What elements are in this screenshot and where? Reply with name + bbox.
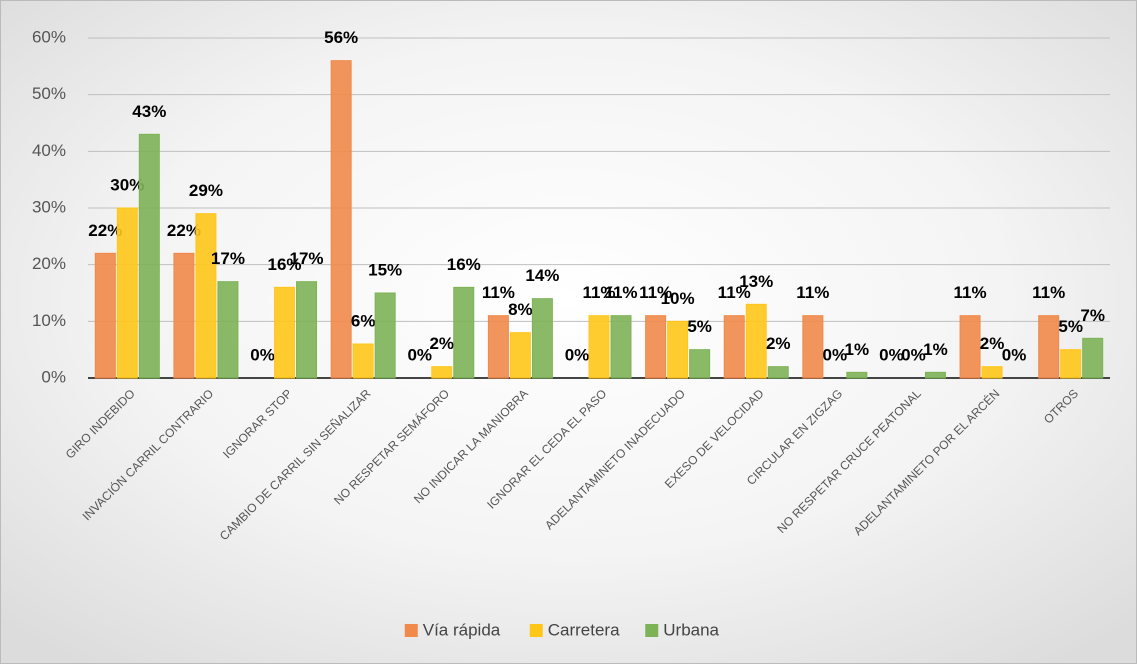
data-label: 30% [110,175,144,194]
data-label: 0% [565,345,590,364]
data-label: 22% [167,221,201,240]
bar [610,315,632,379]
bar [1038,315,1060,379]
bar [374,292,396,379]
data-label: 0% [879,345,904,364]
data-label: 1% [845,340,870,359]
bar [330,60,352,379]
data-label: 2% [980,334,1005,353]
data-label: 0% [1002,345,1027,364]
data-label: 29% [189,181,223,200]
data-label: 11% [639,283,672,302]
bar [274,286,296,379]
data-label: 11% [954,283,987,302]
bar [138,133,160,379]
bar [116,207,138,379]
data-label: 16% [268,255,302,274]
y-tick-label: 10% [32,311,66,330]
data-label: 17% [290,249,324,268]
data-label: 10% [661,289,695,308]
data-label: 11% [796,283,829,302]
bar [431,366,453,379]
data-label: 43% [132,102,166,121]
bar [453,286,475,379]
legend-swatch [645,624,659,637]
data-label: 13% [739,272,773,291]
bar [1060,349,1082,379]
data-label: 15% [368,260,402,279]
data-label: 5% [687,317,712,336]
bar [94,252,116,379]
bar [667,320,689,379]
y-tick-label: 40% [32,141,66,160]
bar [723,315,745,379]
bar [487,315,509,379]
y-tick-label: 30% [32,197,66,216]
data-label: 22% [88,221,122,240]
data-label: 6% [351,311,376,330]
data-label: 17% [211,249,245,268]
bar [217,281,239,379]
data-label: 11% [1032,283,1065,302]
bar [767,366,789,379]
data-label: 11% [482,283,515,302]
data-label: 56% [324,28,358,47]
bar [924,371,946,379]
bar [959,315,981,379]
bar [296,281,318,379]
data-label: 2% [429,334,454,353]
y-tick-label: 20% [32,254,66,273]
data-label: 8% [508,300,533,319]
bar [802,315,824,379]
bar [588,315,610,379]
legend-swatch [404,624,418,637]
legend-label: Urbana [663,620,719,639]
legend-label: Carretera [548,620,620,639]
y-tick-label: 0% [41,367,66,386]
data-label: 0% [407,345,432,364]
bar [352,343,374,379]
data-label: 16% [447,255,481,274]
data-label: 11% [718,283,751,302]
data-label: 11% [604,283,637,302]
data-label: 0% [823,345,848,364]
bar [531,298,553,379]
bar [173,252,195,379]
data-label: 11% [582,283,615,302]
data-label: 1% [923,340,948,359]
bar [509,332,531,379]
data-label: 14% [525,266,559,285]
data-label: 0% [250,345,275,364]
bar [689,349,711,379]
bar [1082,337,1104,379]
y-tick-label: 60% [32,27,66,46]
bar [195,213,217,379]
legend-label: Vía rápida [423,620,501,639]
legend-swatch [529,624,543,637]
bar [745,303,767,379]
data-label: 0% [901,345,926,364]
bar [846,371,868,379]
data-label: 2% [766,334,791,353]
data-label: 7% [1080,306,1105,325]
bar [645,315,667,379]
bar [981,366,1003,379]
y-tick-label: 50% [32,84,66,103]
data-label: 5% [1058,317,1083,336]
